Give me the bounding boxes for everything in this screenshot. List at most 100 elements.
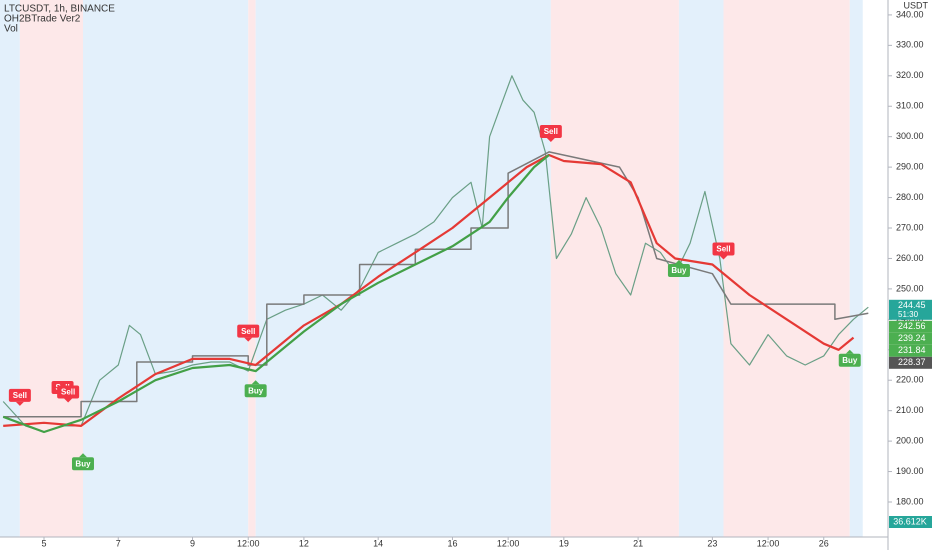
y-tick-label: 190.00 bbox=[896, 466, 924, 476]
signal-pointer bbox=[244, 337, 253, 342]
indicator-label: OH2BTrade Ver2 bbox=[4, 14, 81, 25]
x-tick-label: 21 bbox=[633, 538, 643, 548]
price-tag-label: 242.56 bbox=[898, 321, 926, 331]
x-tick-label: 16 bbox=[447, 538, 457, 548]
signal-box bbox=[244, 384, 267, 398]
signal-box bbox=[667, 263, 690, 277]
price-tag bbox=[889, 332, 932, 345]
chart-title: LTCUSDT, 1h, BINANCE bbox=[4, 4, 115, 15]
y-tick-label: 300.00 bbox=[896, 131, 924, 141]
region bbox=[723, 0, 850, 537]
signal-pointer bbox=[15, 401, 24, 406]
region bbox=[248, 0, 256, 537]
signal-label: Sell bbox=[544, 127, 558, 136]
signal-box bbox=[57, 385, 80, 399]
axes: 180.00190.00200.00210.00220.00230.00240.… bbox=[41, 9, 932, 548]
series-line bbox=[3, 153, 855, 427]
signal-box bbox=[71, 457, 94, 471]
time-axis bbox=[0, 537, 888, 550]
price-tag bbox=[889, 344, 932, 357]
price-tag bbox=[889, 356, 932, 369]
x-tick-label: 14 bbox=[373, 538, 383, 548]
volume-label: 36.612K bbox=[893, 516, 927, 526]
signal-pointer bbox=[78, 453, 87, 458]
signal-label: Sell bbox=[241, 327, 255, 336]
x-tick-label: 7 bbox=[116, 538, 121, 548]
y-tick-label: 200.00 bbox=[896, 435, 924, 445]
region bbox=[82, 0, 249, 537]
signal-label: Buy bbox=[671, 266, 687, 275]
signal-box bbox=[237, 324, 260, 338]
signal-pointer bbox=[719, 255, 728, 260]
signal-label: Buy bbox=[75, 459, 91, 468]
x-tick-label: 19 bbox=[559, 538, 569, 548]
y-tick-label: 340.00 bbox=[896, 9, 924, 19]
signal: Sell bbox=[712, 242, 735, 260]
y-tick-label: 280.00 bbox=[896, 192, 924, 202]
volume-tag bbox=[889, 516, 932, 528]
price-axis bbox=[888, 0, 932, 550]
region bbox=[849, 0, 863, 537]
price-tag-label: 244.45 bbox=[898, 300, 926, 310]
y-tick-label: 290.00 bbox=[896, 162, 924, 172]
y-tick-label: 320.00 bbox=[896, 70, 924, 80]
region bbox=[0, 0, 20, 537]
signal-pointer bbox=[674, 259, 683, 264]
signal-box bbox=[712, 242, 735, 256]
x-tick-label: 9 bbox=[190, 538, 195, 548]
y-tick-label: 180.00 bbox=[896, 496, 924, 506]
countdown-tag bbox=[889, 310, 932, 320]
signal-box bbox=[838, 353, 861, 367]
x-tick-label: 23 bbox=[707, 538, 717, 548]
signal-box bbox=[8, 388, 31, 402]
signal: Buy bbox=[667, 259, 690, 277]
signal: Buy bbox=[838, 349, 861, 367]
signal-label: Buy bbox=[842, 356, 858, 365]
price-tag-label: 228.37 bbox=[898, 357, 926, 367]
x-tick-label: 26 bbox=[819, 538, 829, 548]
signal: Buy bbox=[71, 453, 94, 471]
signal: Buy bbox=[244, 380, 267, 398]
y-tick-label: 270.00 bbox=[896, 222, 924, 232]
signal-pointer bbox=[64, 398, 73, 403]
x-tick-label: 12 bbox=[299, 538, 309, 548]
background-regions bbox=[0, 0, 863, 537]
x-tick-label: 12:00 bbox=[497, 538, 520, 548]
x-tick-label: 12:00 bbox=[237, 538, 260, 548]
x-tick-label: 5 bbox=[41, 538, 46, 548]
signal-pointer bbox=[251, 380, 260, 385]
signal-label: Sell bbox=[61, 388, 75, 397]
x-tick-label: 12:00 bbox=[757, 538, 780, 548]
lines bbox=[2, 75, 869, 434]
price-tag bbox=[889, 320, 932, 333]
y-tick-label: 310.00 bbox=[896, 101, 924, 111]
y-tick-label: 330.00 bbox=[896, 40, 924, 50]
signal: Sell bbox=[539, 124, 562, 142]
currency-label: USDT bbox=[904, 0, 929, 10]
signal-label: Buy bbox=[248, 386, 264, 395]
price-tag-label: 239.24 bbox=[898, 333, 926, 343]
y-tick-label: 260.00 bbox=[896, 253, 924, 263]
region bbox=[255, 0, 551, 537]
signal-label: Sell bbox=[13, 391, 27, 400]
signal: Sell bbox=[8, 388, 31, 406]
series-line bbox=[2, 154, 550, 434]
region bbox=[19, 0, 83, 537]
signal: Sell bbox=[57, 385, 80, 403]
region bbox=[550, 0, 679, 537]
price-tag-label: 231.84 bbox=[898, 345, 926, 355]
signal: Sell bbox=[237, 324, 260, 342]
signal-label: Sell bbox=[716, 245, 730, 254]
price-tag bbox=[889, 299, 932, 312]
y-tick-label: 210.00 bbox=[896, 405, 924, 415]
signal-box bbox=[539, 124, 562, 138]
signal-pointer bbox=[546, 137, 555, 142]
countdown-label: 51:30 bbox=[898, 310, 919, 319]
y-tick-label: 250.00 bbox=[896, 283, 924, 293]
signals: SellSellSellBuySellBuySellBuySellBuy bbox=[8, 124, 861, 471]
y-tick-label: 220.00 bbox=[896, 375, 924, 385]
indicator-label: Vol bbox=[4, 24, 18, 35]
signal-pointer bbox=[845, 349, 854, 354]
